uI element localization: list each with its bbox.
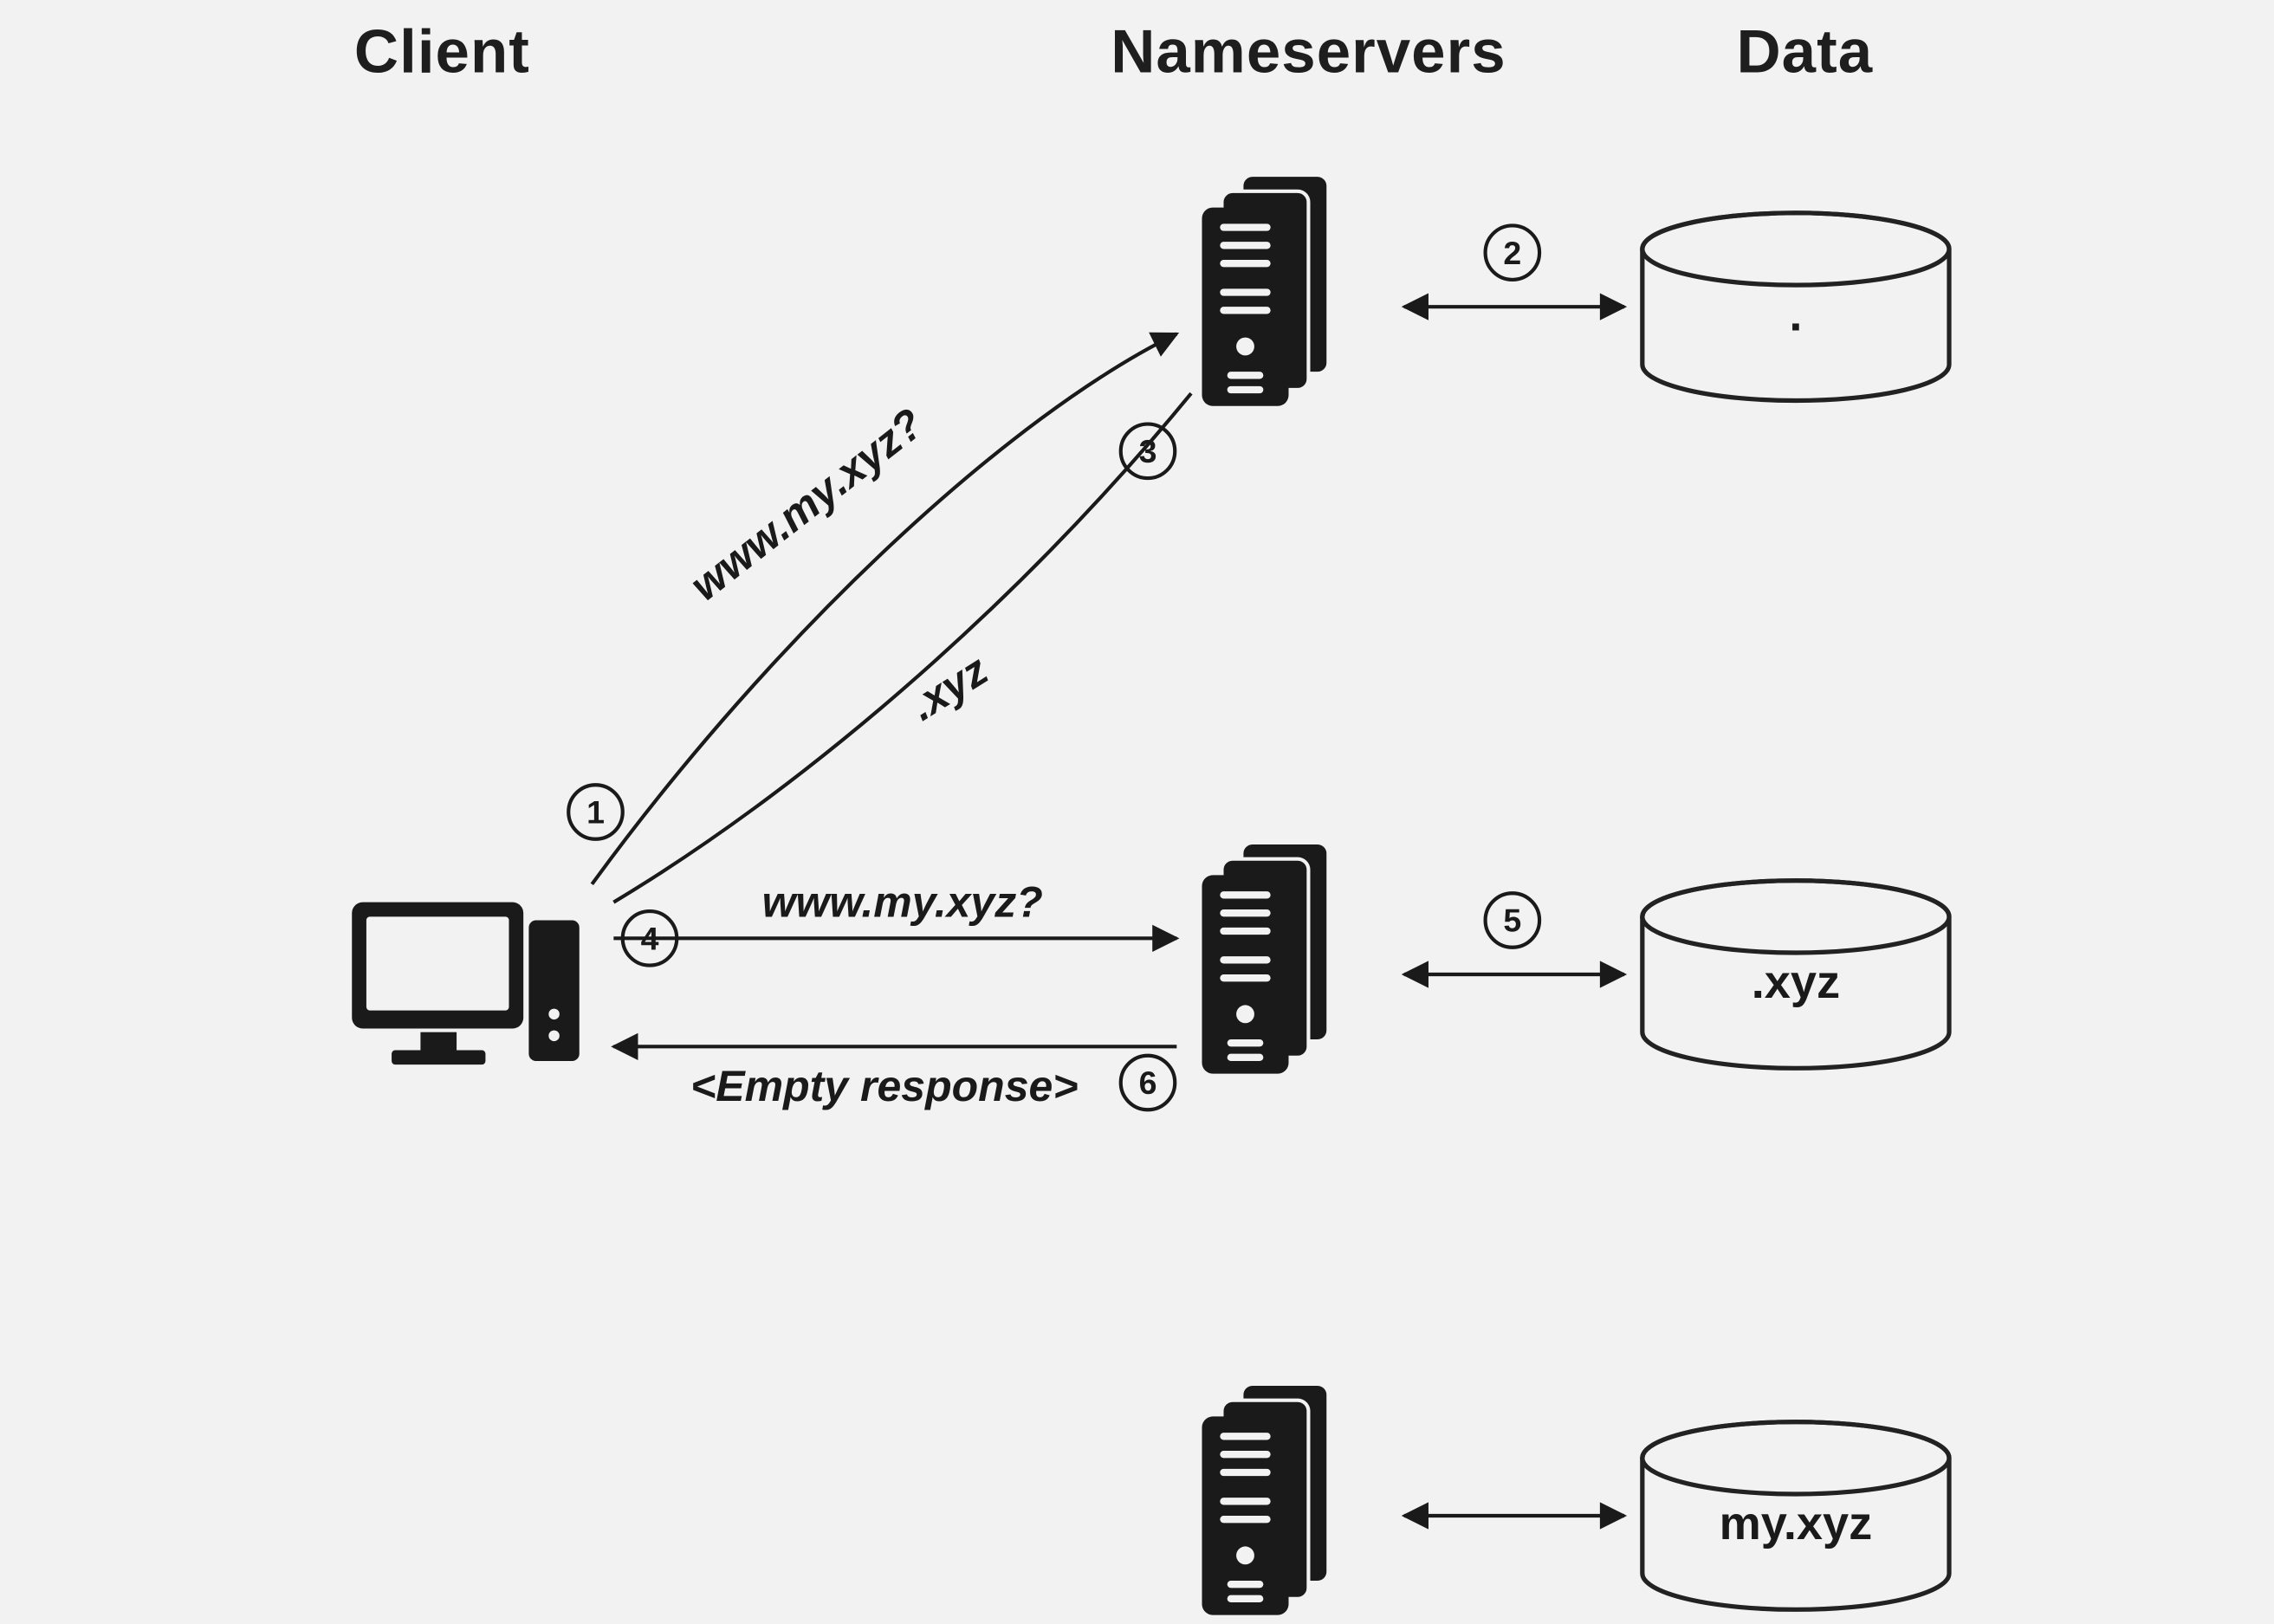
database-root-label: . <box>1789 288 1802 340</box>
step-1-badge: 1 <box>568 785 623 839</box>
step-2-badge: 2 <box>1486 225 1540 280</box>
dns-resolution-diagram: Client Nameservers Data www.my.xyz? .xyz www.… <box>0 0 2274 1624</box>
nameserver-cluster-myxyz-icon <box>1202 1384 1329 1615</box>
step-4-number: 4 <box>641 920 659 956</box>
header-data: Data <box>1736 17 1873 86</box>
header-client: Client <box>354 17 530 86</box>
flow-r_root <box>613 393 1191 903</box>
step-1-number: 1 <box>586 794 605 831</box>
flow-q_xyz-label: www.my.xyz? <box>762 877 1043 926</box>
header-nameservers: Nameservers <box>1111 17 1506 86</box>
database-xyz-label: .xyz <box>1752 956 1840 1008</box>
nameserver-cluster-xyz-icon <box>1202 843 1329 1074</box>
flow-r_xyz-label: <Empty response> <box>690 1062 1078 1110</box>
step-6-badge: 6 <box>1121 1056 1176 1110</box>
flow-q_root-label: www.my.xyz? <box>681 399 932 611</box>
nameserver-cluster-root-icon <box>1202 175 1329 406</box>
database-root-icon: . <box>1642 213 1949 401</box>
database-xyz-icon: .xyz <box>1642 881 1949 1069</box>
database-myxyz-label: my.xyz <box>1720 1498 1873 1550</box>
step-5-badge: 5 <box>1486 893 1540 948</box>
step-5-number: 5 <box>1503 903 1521 939</box>
client-computer-icon <box>352 903 580 1065</box>
flow-r_root-label: .xyz <box>901 645 996 730</box>
step-3-badge: 3 <box>1121 424 1176 478</box>
step-6-number: 6 <box>1139 1064 1157 1101</box>
database-myxyz-icon: my.xyz <box>1642 1422 1949 1610</box>
step-2-number: 2 <box>1503 235 1521 271</box>
step-3-number: 3 <box>1139 433 1157 469</box>
